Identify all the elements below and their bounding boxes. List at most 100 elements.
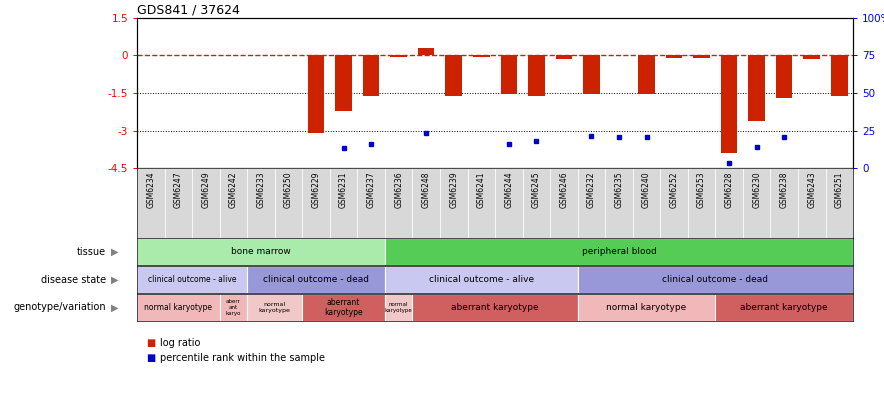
Bar xyxy=(219,294,248,321)
Text: aberrant karyotype: aberrant karyotype xyxy=(451,303,539,312)
Text: normal karyotype: normal karyotype xyxy=(606,303,687,312)
Text: GSM6249: GSM6249 xyxy=(202,172,210,208)
Text: percentile rank within the sample: percentile rank within the sample xyxy=(160,353,325,364)
Text: aberr
ant
karyo: aberr ant karyo xyxy=(225,299,241,316)
Bar xyxy=(164,168,192,238)
Text: GSM6239: GSM6239 xyxy=(449,172,458,208)
Bar xyxy=(473,55,490,57)
Text: GSM6247: GSM6247 xyxy=(174,172,183,208)
Bar xyxy=(577,266,853,293)
Text: log ratio: log ratio xyxy=(160,337,201,348)
Text: clinical outcome - dead: clinical outcome - dead xyxy=(662,275,768,284)
Bar xyxy=(248,168,275,238)
Text: ■: ■ xyxy=(146,337,155,348)
Bar xyxy=(528,55,545,95)
Bar xyxy=(776,55,792,98)
Bar xyxy=(137,294,219,321)
Bar xyxy=(385,168,413,238)
Bar xyxy=(219,168,248,238)
Bar xyxy=(248,294,302,321)
Bar xyxy=(137,238,385,265)
Text: GSM6243: GSM6243 xyxy=(807,172,816,208)
Bar xyxy=(804,55,820,59)
Text: clinical outcome - alive: clinical outcome - alive xyxy=(148,275,236,284)
Text: GSM6253: GSM6253 xyxy=(697,172,706,208)
Bar xyxy=(826,168,853,238)
Bar xyxy=(666,55,682,58)
Bar xyxy=(771,168,798,238)
Bar xyxy=(275,168,302,238)
Text: GSM6240: GSM6240 xyxy=(642,172,651,208)
Bar xyxy=(391,55,407,57)
Bar xyxy=(385,294,413,321)
Bar xyxy=(715,168,743,238)
Text: ▶: ▶ xyxy=(110,247,118,257)
Bar xyxy=(330,168,357,238)
Text: GSM6241: GSM6241 xyxy=(476,172,486,208)
Text: GSM6234: GSM6234 xyxy=(146,172,156,208)
Text: aberrant
karyotype: aberrant karyotype xyxy=(324,298,363,317)
Text: GSM6237: GSM6237 xyxy=(367,172,376,208)
Text: genotype/variation: genotype/variation xyxy=(13,302,106,312)
Text: GSM6238: GSM6238 xyxy=(780,172,789,208)
Bar xyxy=(798,168,826,238)
Text: GSM6236: GSM6236 xyxy=(394,172,403,208)
Text: GSM6231: GSM6231 xyxy=(339,172,348,208)
Bar xyxy=(577,294,715,321)
Bar xyxy=(693,55,710,58)
Text: GSM6245: GSM6245 xyxy=(532,172,541,208)
Bar xyxy=(495,168,522,238)
Text: tissue: tissue xyxy=(77,247,106,257)
Text: GSM6230: GSM6230 xyxy=(752,172,761,208)
Bar xyxy=(302,294,385,321)
Bar xyxy=(550,168,577,238)
Text: GSM6228: GSM6228 xyxy=(725,172,734,208)
Text: ▶: ▶ xyxy=(110,302,118,312)
Text: GDS841 / 37624: GDS841 / 37624 xyxy=(137,4,240,17)
Bar xyxy=(192,168,219,238)
Bar xyxy=(715,294,853,321)
Text: clinical outcome - dead: clinical outcome - dead xyxy=(263,275,369,284)
Bar xyxy=(577,168,606,238)
Text: GSM6232: GSM6232 xyxy=(587,172,596,208)
Bar xyxy=(522,168,550,238)
Bar xyxy=(500,55,517,94)
Bar xyxy=(638,55,655,94)
Text: normal
karyotype: normal karyotype xyxy=(385,302,413,313)
Bar xyxy=(831,55,848,95)
Bar xyxy=(660,168,688,238)
Bar xyxy=(302,168,330,238)
Bar xyxy=(440,168,468,238)
Bar xyxy=(385,266,577,293)
Bar xyxy=(633,168,660,238)
Text: GSM6246: GSM6246 xyxy=(560,172,568,208)
Bar xyxy=(446,55,462,95)
Text: ■: ■ xyxy=(146,353,155,364)
Bar xyxy=(556,55,572,59)
Text: GSM6252: GSM6252 xyxy=(669,172,679,208)
Text: normal
karyotype: normal karyotype xyxy=(259,302,291,313)
Bar xyxy=(413,294,577,321)
Bar xyxy=(137,266,248,293)
Text: aberrant karyotype: aberrant karyotype xyxy=(741,303,828,312)
Text: bone marrow: bone marrow xyxy=(231,248,291,256)
Bar xyxy=(362,55,379,95)
Bar xyxy=(413,168,440,238)
Text: clinical outcome - alive: clinical outcome - alive xyxy=(429,275,534,284)
Bar xyxy=(688,168,715,238)
Bar xyxy=(418,48,434,55)
Text: GSM6248: GSM6248 xyxy=(422,172,431,208)
Bar xyxy=(743,168,771,238)
Bar xyxy=(720,55,737,153)
Bar xyxy=(137,168,164,238)
Bar xyxy=(335,55,352,110)
Text: GSM6233: GSM6233 xyxy=(256,172,265,208)
Bar xyxy=(749,55,765,121)
Text: GSM6244: GSM6244 xyxy=(504,172,514,208)
Text: GSM6242: GSM6242 xyxy=(229,172,238,208)
Bar xyxy=(606,168,633,238)
Bar xyxy=(385,238,853,265)
Bar xyxy=(468,168,495,238)
Bar xyxy=(357,168,385,238)
Text: normal karyotype: normal karyotype xyxy=(144,303,212,312)
